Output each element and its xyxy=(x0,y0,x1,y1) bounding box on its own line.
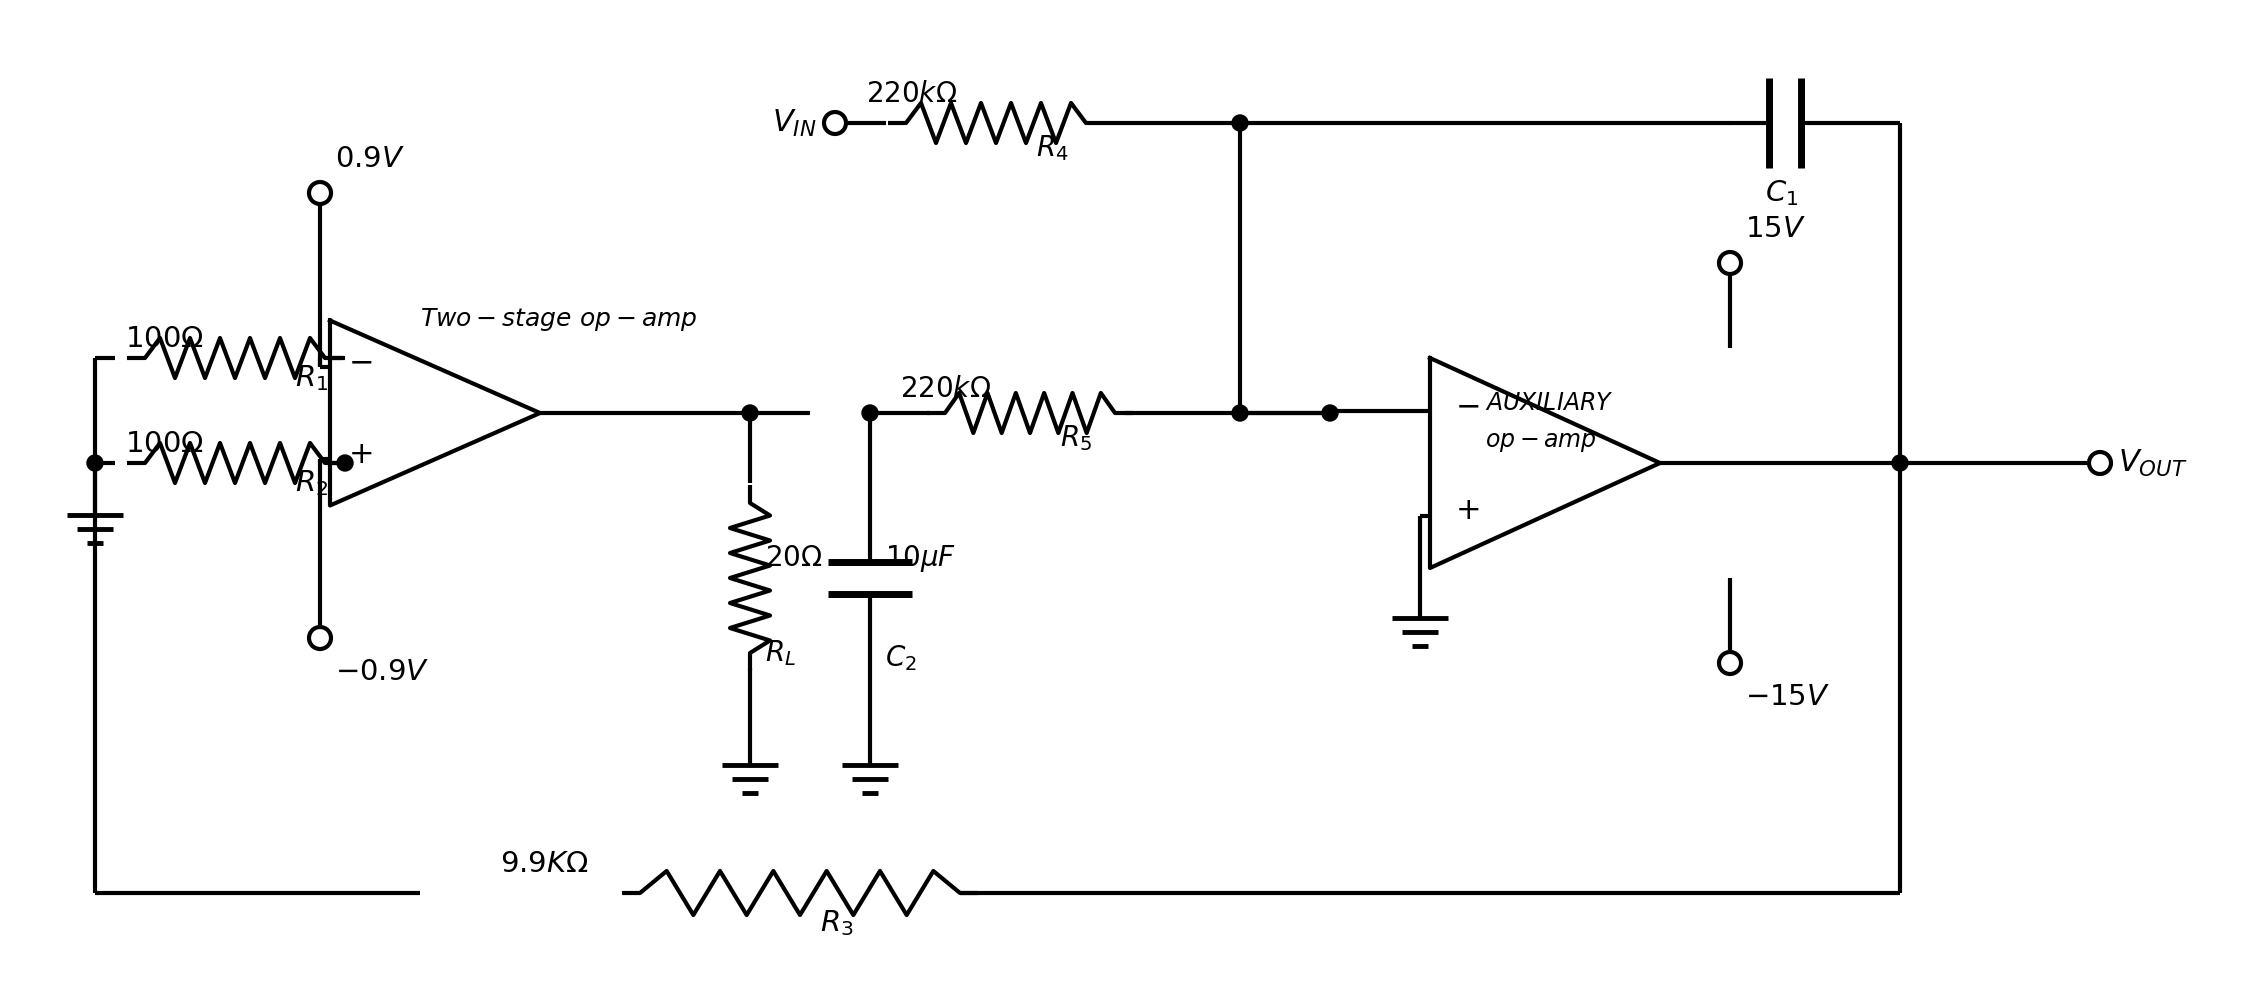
Text: $+$: $+$ xyxy=(348,439,372,470)
Circle shape xyxy=(1892,455,1908,471)
Circle shape xyxy=(309,182,332,204)
Circle shape xyxy=(861,405,879,421)
Text: $V_{OUT}$: $V_{OUT}$ xyxy=(2119,448,2188,479)
Text: $R_L$: $R_L$ xyxy=(765,638,796,668)
Text: $C_2$: $C_2$ xyxy=(886,643,917,673)
Text: $\mathit{Two-stage\ op-amp}$: $\mathit{Two-stage\ op-amp}$ xyxy=(419,306,697,333)
Circle shape xyxy=(2090,452,2112,474)
Text: $V_{IN}$: $V_{IN}$ xyxy=(773,107,816,139)
Text: $C_1$: $C_1$ xyxy=(1764,178,1798,208)
Text: $-$: $-$ xyxy=(1455,390,1480,421)
Text: $R_1$: $R_1$ xyxy=(296,363,327,393)
Text: $15V$: $15V$ xyxy=(1744,215,1805,243)
Text: $-0.9V$: $-0.9V$ xyxy=(334,658,430,686)
Text: $20\Omega$: $20\Omega$ xyxy=(765,544,823,572)
Circle shape xyxy=(1323,405,1338,421)
Circle shape xyxy=(336,455,352,471)
Circle shape xyxy=(1233,405,1249,421)
Text: $\mathit{AUXILIARY}$: $\mathit{AUXILIARY}$ xyxy=(1484,391,1614,414)
Text: $100\Omega$: $100\Omega$ xyxy=(126,325,204,353)
Text: $R_4$: $R_4$ xyxy=(1036,133,1069,163)
Text: $R_2$: $R_2$ xyxy=(296,468,327,497)
Text: $220k\Omega$: $220k\Omega$ xyxy=(899,376,991,403)
Text: $10\mu F$: $10\mu F$ xyxy=(886,542,957,574)
Text: $R_3$: $R_3$ xyxy=(821,908,854,937)
Text: $\mathit{op-amp}$: $\mathit{op-amp}$ xyxy=(1484,432,1596,455)
Text: $R_5$: $R_5$ xyxy=(1060,423,1092,453)
Circle shape xyxy=(1720,652,1742,674)
Text: $-15V$: $-15V$ xyxy=(1744,683,1829,711)
Circle shape xyxy=(825,112,845,134)
Circle shape xyxy=(309,627,332,649)
Circle shape xyxy=(1233,115,1249,131)
Text: $220k\Omega$: $220k\Omega$ xyxy=(865,81,957,108)
Text: $-$: $-$ xyxy=(348,347,372,377)
Text: $+$: $+$ xyxy=(1455,495,1480,526)
Circle shape xyxy=(742,405,758,421)
Circle shape xyxy=(87,455,103,471)
Text: $100\Omega$: $100\Omega$ xyxy=(126,430,204,458)
Circle shape xyxy=(1720,252,1742,274)
Text: $0.9V$: $0.9V$ xyxy=(334,145,406,173)
Text: $9.9K\Omega$: $9.9K\Omega$ xyxy=(500,850,590,878)
